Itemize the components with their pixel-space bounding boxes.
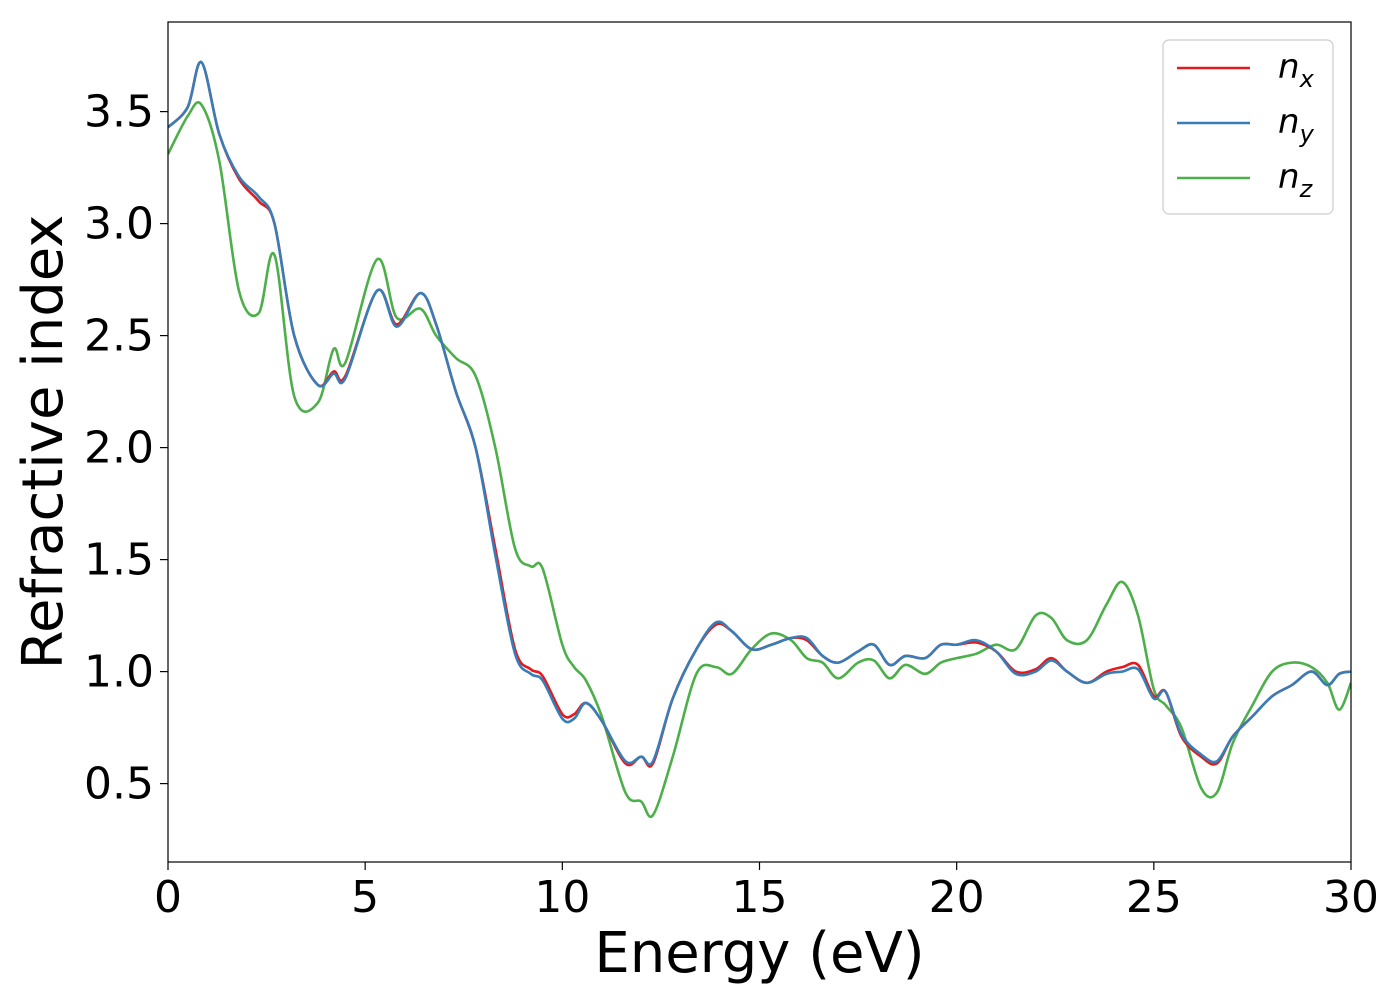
legend-label-base: n xyxy=(1278,47,1300,87)
legend-label-base: n xyxy=(1278,102,1300,142)
y-tick-label: 3.5 xyxy=(84,87,154,138)
legend-label-subscript: x xyxy=(1299,65,1315,93)
series-lines xyxy=(168,61,1351,818)
x-axis-label: Energy (eV) xyxy=(594,921,924,986)
x-tick-label: 15 xyxy=(732,872,788,923)
legend-label-subscript: y xyxy=(1299,120,1315,148)
x-tick-label: 5 xyxy=(351,872,379,923)
x-tick-label: 20 xyxy=(929,872,985,923)
series-line-n-y xyxy=(168,61,1351,766)
legend-label-subscript: z xyxy=(1299,175,1314,203)
y-tick-label: 1.5 xyxy=(84,535,154,586)
y-tick-label: 2.5 xyxy=(84,311,154,362)
x-tick-label: 10 xyxy=(534,872,590,923)
x-tick-label: 30 xyxy=(1323,872,1379,923)
y-tick-label: 0.5 xyxy=(84,759,154,810)
legend-label-nx: nx xyxy=(1278,47,1315,93)
x-axis-ticks: 0 5 10 15 20 25 30 xyxy=(154,862,1379,923)
x-tick-label: 0 xyxy=(154,872,182,923)
y-axis-label: Refractive index xyxy=(11,215,76,670)
series-line-n-z xyxy=(168,101,1351,818)
legend-label-base: n xyxy=(1278,157,1300,197)
legend-label-nz: nz xyxy=(1278,157,1314,203)
legend-box xyxy=(1162,39,1334,215)
y-axis-ticks: 0.5 1.0 1.5 2.0 2.5 3.0 3.5 xyxy=(84,87,168,810)
x-tick-label: 25 xyxy=(1126,872,1182,923)
y-tick-label: 1.0 xyxy=(84,647,154,698)
y-tick-label: 2.0 xyxy=(84,423,154,474)
legend-label-ny: ny xyxy=(1278,102,1315,148)
y-tick-label: 3.0 xyxy=(84,199,154,250)
